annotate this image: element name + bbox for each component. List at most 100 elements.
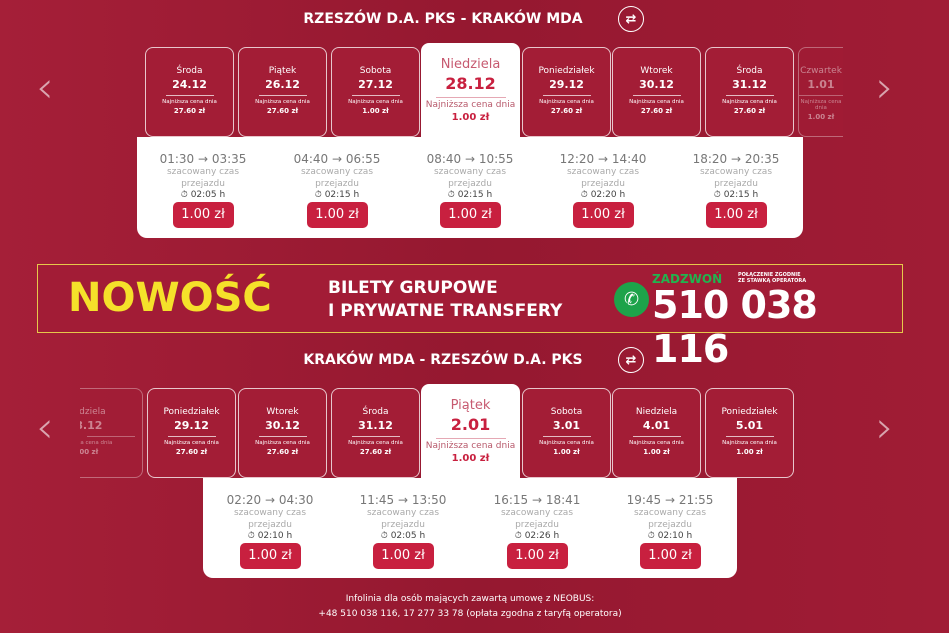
trip-time: 19:45 → 21:55 <box>626 493 714 507</box>
day-name: Wtorek <box>266 407 299 417</box>
trip-time: 18:20 → 20:35 <box>692 152 780 166</box>
prev-dates-button-1[interactable]: ‹ <box>36 62 54 113</box>
call-note: POŁĄCZENIE ZGODNIE ZE STAWKĄ OPERATORA <box>738 272 807 284</box>
date-card[interactable]: Sobota 3.01 Najniższa cena dnia 1.00 zł <box>522 388 611 478</box>
lowest-price-label: Najniższa cena dnia <box>162 99 217 105</box>
date: 29.12 <box>174 419 209 432</box>
buy-ticket-button[interactable]: 1.00 zł <box>172 202 234 228</box>
lowest-price: 27.60 zł <box>733 107 766 115</box>
date-card[interactable]: Wtorek 30.12 Najniższa cena dnia 27.60 zł <box>238 388 327 478</box>
divider <box>165 95 214 96</box>
buy-ticket-button[interactable]: 1.00 zł <box>239 543 301 569</box>
next-dates-button-1[interactable]: › <box>876 62 894 113</box>
phone-number[interactable]: 510 038 116 <box>652 283 818 371</box>
day-name: Poniedziałek <box>721 407 778 417</box>
route-title-1: RZESZÓW D.A. PKS - KRAKÓW MDA <box>303 11 583 27</box>
date: 31.12 <box>732 78 767 91</box>
lowest-price-label: Najniższa cena dnia <box>348 440 403 446</box>
duration-label: szacowany czas przejazdu <box>433 167 507 189</box>
lowest-price: 27.60 zł <box>359 448 392 456</box>
lowest-price-label: Najniższa cena dnia <box>425 441 516 451</box>
buy-ticket-button[interactable]: 1.00 zł <box>506 543 568 569</box>
swap-direction-button-1[interactable]: ⇄ <box>618 6 644 32</box>
buy-ticket-button[interactable]: 1.00 zł <box>372 543 434 569</box>
phone-icon: ✆ <box>614 282 649 317</box>
stopwatch-icon: ⏱ <box>180 190 191 200</box>
trip-item: 12:20 → 14:40 szacowany czas przejazdu ⏱ 0… <box>538 152 668 228</box>
next-dates-button-2[interactable]: › <box>876 402 894 453</box>
trip-item: 11:45 → 13:50 szacowany czas przejazdu ⏱ 0… <box>338 493 468 569</box>
day-name: Środa <box>176 66 203 76</box>
route-title-2: KRAKÓW MDA - RZESZÓW D.A. PKS <box>303 352 583 368</box>
stopwatch-icon: ⏱ <box>314 190 325 200</box>
date: 28.12 <box>80 419 103 432</box>
date-card[interactable]: Poniedziałek 29.12 Najniższa cena dnia 27.6… <box>522 47 611 137</box>
date-card[interactable]: Niedziela 4.01 Najniższa cena dnia 1.00 zł <box>612 388 701 478</box>
date-card[interactable]: Środa 31.12 Najniższa cena dnia 27.60 zł <box>705 47 794 137</box>
stopwatch-icon: ⏱ <box>514 531 525 541</box>
trip-time: 04:40 → 06:55 <box>293 152 381 166</box>
trip-time: 12:20 → 14:40 <box>559 152 647 166</box>
divider <box>799 95 843 96</box>
date-card[interactable]: Wtorek 30.12 Najniższa cena dnia 27.60 zł <box>612 47 701 137</box>
date-card[interactable]: Czwartek 1.01 Najniższa cena dnia 1.00 zł <box>798 47 843 137</box>
date: 30.12 <box>639 78 674 91</box>
lowest-price: 27.60 zł <box>266 107 299 115</box>
day-name: Wtorek <box>640 66 673 76</box>
date-card[interactable]: Piątek 26.12 Najniższa cena dnia 27.60 zł <box>238 47 327 137</box>
lowest-price-label: Najniższa cena dnia <box>164 440 219 446</box>
divider <box>351 436 400 437</box>
buy-ticket-button[interactable]: 1.00 zł <box>306 202 368 228</box>
prev-dates-button-2[interactable]: ‹ <box>36 402 54 453</box>
divider <box>258 95 307 96</box>
date: 31.12 <box>358 419 393 432</box>
day-name: Poniedziałek <box>538 66 595 76</box>
day-name: Sobota <box>359 66 392 76</box>
date: 3.01 <box>552 419 581 432</box>
date: 2.01 <box>450 415 491 434</box>
date-card[interactable]: Niedziela 28.12 Najniższa cena dnia 1.00 zł <box>421 43 520 138</box>
divider <box>435 438 506 439</box>
divider <box>258 436 307 437</box>
duration: 02:26 h <box>524 531 560 541</box>
day-name: Sobota <box>550 407 583 417</box>
lowest-price-label: Najniższa cena dnia <box>539 440 594 446</box>
buy-ticket-button[interactable]: 1.00 zł <box>439 202 501 228</box>
duration-label: szacowany czas przejazdu <box>233 508 307 530</box>
trip-item: 04:40 → 06:55 szacowany czas przejazdu ⏱ 0… <box>272 152 402 228</box>
date-card[interactable]: Piątek 2.01 Najniższa cena dnia 1.00 zł <box>421 384 520 479</box>
trip-time: 01:30 → 03:35 <box>159 152 247 166</box>
lowest-price-label: Najniższa cena dnia <box>539 99 594 105</box>
lowest-price: 1.00 zł <box>553 448 580 456</box>
buy-ticket-button[interactable]: 1.00 zł <box>639 543 701 569</box>
promo-banner[interactable]: NOWOŚĆ BILETY GRUPOWE I PRYWATNE TRANSFER… <box>37 264 903 371</box>
date-card[interactable]: Środa 24.12 Najniższa cena dnia 27.60 zł <box>145 47 234 137</box>
duration: 02:15 h <box>723 190 759 200</box>
trip-time: 16:15 → 18:41 <box>493 493 581 507</box>
lowest-price-label: Najniższa cena dnia <box>425 100 516 110</box>
divider <box>725 436 774 437</box>
day-name: Piątek <box>450 398 491 413</box>
date-card[interactable]: Sobota 27.12 Najniższa cena dnia 1.00 zł <box>331 47 420 137</box>
buy-ticket-button[interactable]: 1.00 zł <box>705 202 767 228</box>
day-name: Niedziela <box>440 57 501 72</box>
lowest-price-label: Najniższa cena dnia <box>255 99 310 105</box>
lowest-price-label: Najniższa cena dnia <box>255 440 310 446</box>
stopwatch-icon: ⏱ <box>713 190 724 200</box>
stopwatch-icon: ⏱ <box>447 190 458 200</box>
date-card[interactable]: Niedziela 28.12 Najniższa cena dnia 1.00 zł <box>80 388 143 478</box>
swap-direction-button-2[interactable]: ⇄ <box>618 347 644 373</box>
lowest-price-label: Najniższa cena dnia <box>348 99 403 105</box>
date-card[interactable]: Środa 31.12 Najniższa cena dnia 27.60 zł <box>331 388 420 478</box>
duration-label: szacowany czas przejazdu <box>699 167 773 189</box>
day-name: Czwartek <box>800 66 842 76</box>
day-name: Środa <box>736 66 763 76</box>
trip-item: 18:20 → 20:35 szacowany czas przejazdu ⏱ 0… <box>671 152 801 228</box>
stopwatch-icon: ⏱ <box>380 531 391 541</box>
lowest-price-label: Najniższa cena dnia <box>800 99 842 111</box>
buy-ticket-button[interactable]: 1.00 zł <box>572 202 634 228</box>
date: 26.12 <box>265 78 300 91</box>
trip-item: 01:30 → 03:35 szacowany czas przejazdu ⏱ 0… <box>138 152 268 228</box>
date-card[interactable]: Poniedziałek 29.12 Najniższa cena dnia 27.6… <box>147 388 236 478</box>
date-card[interactable]: Poniedziałek 5.01 Najniższa cena dnia 1.00 … <box>705 388 794 478</box>
